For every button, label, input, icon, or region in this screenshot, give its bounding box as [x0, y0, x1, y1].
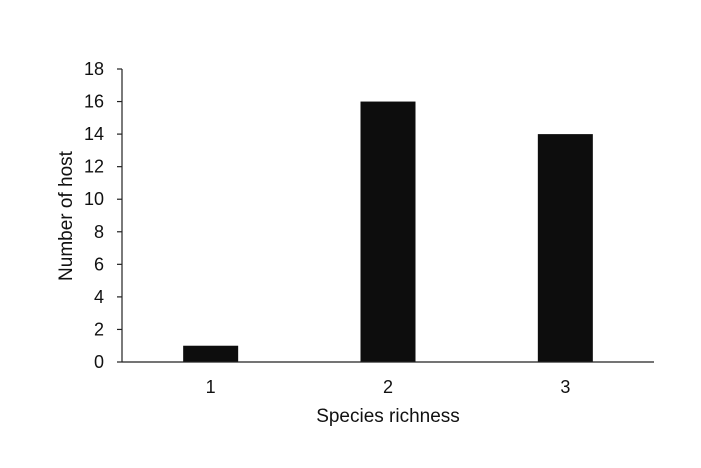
y-tick-label: 6	[94, 254, 104, 274]
y-tick-label: 18	[84, 59, 104, 79]
x-tick-label: 3	[560, 377, 570, 397]
x-tick-label: 2	[383, 377, 393, 397]
x-axis-title: Species richness	[316, 406, 460, 427]
bars	[183, 101, 593, 363]
y-tick-label: 12	[84, 157, 104, 177]
bar-3	[537, 134, 593, 362]
y-tick-label: 8	[94, 222, 104, 242]
y-tick-label: 0	[94, 352, 104, 372]
y-tick-label: 10	[84, 189, 104, 209]
x-tick-label: 1	[206, 377, 216, 397]
bar-1	[183, 345, 239, 362]
y-tick-label: 14	[84, 124, 104, 144]
y-tick-label: 16	[84, 92, 104, 112]
bar-2	[360, 101, 416, 363]
y-axis: 0 2 4 6 8 10 12 14 16 18	[84, 59, 123, 372]
y-tick-label: 4	[94, 287, 104, 307]
y-tick-label: 2	[94, 319, 104, 339]
x-axis: 1 2 3	[122, 361, 654, 397]
y-axis-title: Number of host	[56, 150, 77, 281]
